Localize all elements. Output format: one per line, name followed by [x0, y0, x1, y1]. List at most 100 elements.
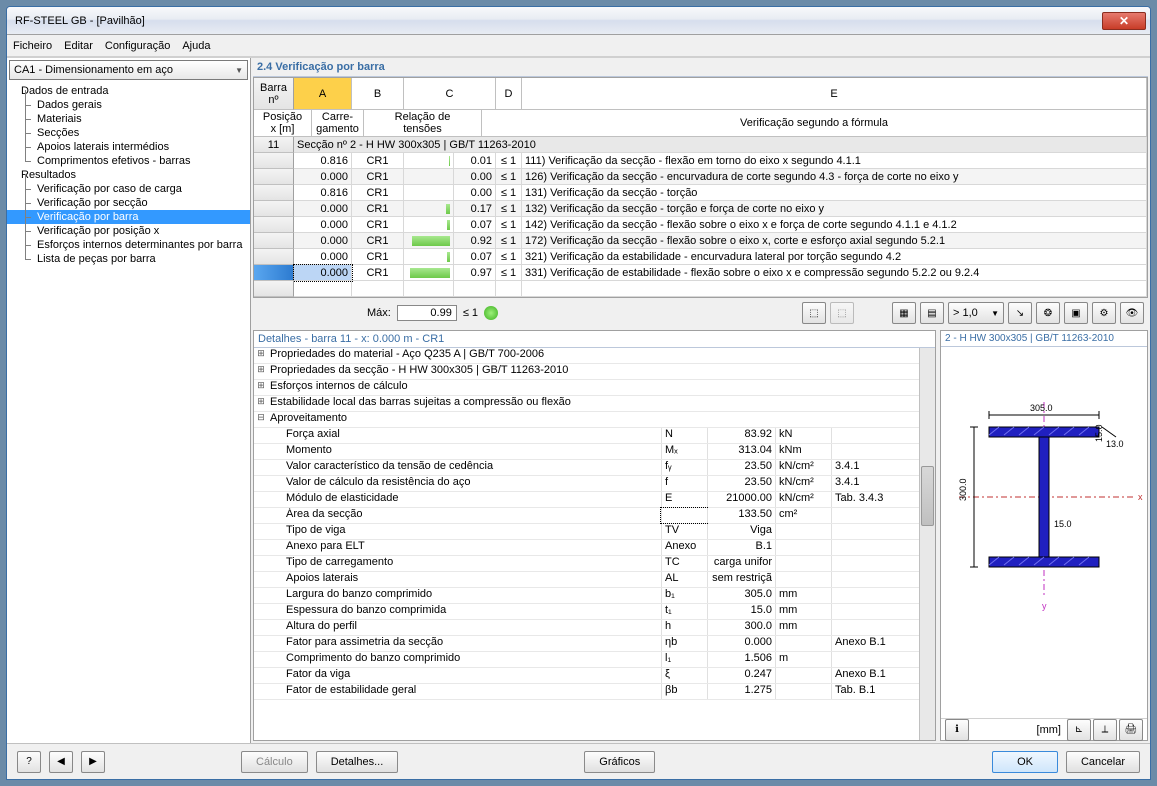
- tree-verif-posicao[interactable]: Verificação por posição x: [7, 224, 250, 238]
- col-e[interactable]: E: [522, 78, 1147, 110]
- grid-letters: Barranº A B C D E: [254, 78, 1147, 110]
- col-b[interactable]: B: [352, 78, 404, 110]
- details-row[interactable]: Área da secção133.50cm²: [254, 508, 919, 524]
- table-row[interactable]: 0.000CR10.07≤ 1321) Verificação da estab…: [254, 249, 1147, 265]
- next-icon[interactable]: ▶: [81, 751, 105, 773]
- details-row[interactable]: Valor de cálculo da resistência do açof2…: [254, 476, 919, 492]
- details-row[interactable]: Espessura do banzo comprimidat₁15.0mm: [254, 604, 919, 620]
- details-row[interactable]: Altura do perfilh300.0mm: [254, 620, 919, 636]
- tree-comprimentos[interactable]: Comprimentos efetivos - barras: [7, 154, 250, 168]
- details-row[interactable]: Fator para assimetria da secçãoηb0.000An…: [254, 636, 919, 652]
- ok-button[interactable]: OK: [992, 751, 1058, 773]
- table-row[interactable]: 0.816CR10.01≤ 1111) Verificação da secçã…: [254, 153, 1147, 169]
- toolbar-btn-1[interactable]: ⬚: [802, 302, 826, 324]
- preview-canvas: x y: [941, 347, 1147, 718]
- details-row[interactable]: Força axialN83.92kN: [254, 428, 919, 444]
- table-row[interactable]: 0.816CR10.00≤ 1131) Verificação da secçã…: [254, 185, 1147, 201]
- hdr-posicao: Posiçãox [m]: [254, 110, 312, 137]
- menu-ficheiro[interactable]: Ficheiro: [13, 40, 52, 52]
- details-row[interactable]: MomentoMₓ313.04kNm: [254, 444, 919, 460]
- section-num: 11: [254, 137, 294, 153]
- graphics-button[interactable]: Gráficos: [584, 751, 655, 773]
- details-row[interactable]: Anexo para ELTAnexoB.1: [254, 540, 919, 556]
- col-d[interactable]: D: [496, 78, 522, 110]
- menu-ajuda[interactable]: Ajuda: [182, 40, 210, 52]
- details-row[interactable]: Fator de estabilidade geralβb1.275Tab. B…: [254, 684, 919, 700]
- toolbar-btn-9[interactable]: 👁: [1120, 302, 1144, 324]
- section-title: 2.4 Verificação por barra: [253, 58, 1148, 77]
- tree-esforcos[interactable]: Esforços internos determinantes por barr…: [7, 238, 250, 252]
- table-row[interactable]: 0.000CR10.97≤ 1331) Verificação de estab…: [254, 265, 1147, 281]
- details-row[interactable]: Tipo de carregamentoTCcarga unifor: [254, 556, 919, 572]
- tree-materiais[interactable]: Materiais: [7, 112, 250, 126]
- details-group[interactable]: ⊞Esforços internos de cálculo: [254, 380, 919, 396]
- toolbar-btn-4[interactable]: ▤: [920, 302, 944, 324]
- unit-label: [mm]: [971, 724, 1065, 736]
- details-row[interactable]: Módulo de elasticidadeE21000.00kN/cm²Tab…: [254, 492, 919, 508]
- details-button[interactable]: Detalhes...: [316, 751, 399, 773]
- details-group[interactable]: ⊞Estabilidade local das barras sujeitas …: [254, 396, 919, 412]
- results-grid: Barranº A B C D E Posiçãox [m] Carre-gam…: [253, 77, 1148, 298]
- cancel-button[interactable]: Cancelar: [1066, 751, 1140, 773]
- tree-lista-pecas[interactable]: Lista de peças por barra: [7, 252, 250, 266]
- col-a[interactable]: A: [294, 78, 352, 110]
- section-preview: 2 - H HW 300x305 | GB/T 11263-2010 x y: [940, 330, 1148, 741]
- toolbar-btn-7[interactable]: ▣: [1064, 302, 1088, 324]
- tree-apoios[interactable]: Apoios laterais intermédios: [7, 140, 250, 154]
- window-controls: ✕: [1102, 12, 1146, 30]
- details-row[interactable]: Comprimento do banzo comprimidol₁1.506m: [254, 652, 919, 668]
- details-row[interactable]: Largura do banzo comprimidob₁305.0mm: [254, 588, 919, 604]
- preview-footer: ℹ [mm] ⊾ ⟂ 🖨: [941, 718, 1147, 740]
- details-panel: Detalhes - barra 11 - x: 0.000 m - CR1 ⊞…: [253, 330, 936, 741]
- tree-resultados[interactable]: Resultados: [7, 168, 250, 182]
- hdr-relacao: Relação detensões: [364, 110, 482, 137]
- toolbar-btn-3[interactable]: ▦: [892, 302, 916, 324]
- details-row[interactable]: Fator da vigaξ0.247Anexo B.1: [254, 668, 919, 684]
- tree-dados-entrada[interactable]: Dados de entrada: [7, 84, 250, 98]
- menu-editar[interactable]: Editar: [64, 40, 93, 52]
- tree-verif-seccao[interactable]: Verificação por secção: [7, 196, 250, 210]
- tree-dados-gerais[interactable]: Dados gerais: [7, 98, 250, 112]
- details-group[interactable]: ⊞Propriedades do material - Aço Q235 A |…: [254, 348, 919, 364]
- details-row[interactable]: Tipo de vigaTVViga: [254, 524, 919, 540]
- grid-section-row[interactable]: 11 Secção nº 2 - H HW 300x305 | GB/T 112…: [254, 137, 1147, 153]
- menu-config[interactable]: Configuração: [105, 40, 170, 52]
- grid-headers: Posiçãox [m] Carre-gamento Relação deten…: [254, 110, 1147, 137]
- table-row[interactable]: 0.000CR10.17≤ 1132) Verificação da secçã…: [254, 201, 1147, 217]
- dim-icon[interactable]: ⟂: [1093, 719, 1117, 741]
- toolbar-btn-6[interactable]: ❂: [1036, 302, 1060, 324]
- close-icon[interactable]: ✕: [1102, 12, 1146, 30]
- details-scrollbar[interactable]: [919, 348, 935, 740]
- table-row[interactable]: 0.000CR10.07≤ 1142) Verificação da secçã…: [254, 217, 1147, 233]
- svg-text:15.0: 15.0: [1054, 519, 1072, 529]
- section-svg: x y: [941, 347, 1147, 637]
- toolbar-btn-8[interactable]: ⚙: [1092, 302, 1116, 324]
- toolbar-btn-5[interactable]: ↘: [1008, 302, 1032, 324]
- details-row[interactable]: Apoios lateraisALsem restriçã: [254, 572, 919, 588]
- tree-verif-carga[interactable]: Verificação por caso de carga: [7, 182, 250, 196]
- tree-verif-barra[interactable]: Verificação por barra: [7, 210, 250, 224]
- tree-seccoes[interactable]: Secções: [7, 126, 250, 140]
- details-group[interactable]: ⊟Aproveitamento: [254, 412, 919, 428]
- print-icon[interactable]: 🖨: [1119, 719, 1143, 741]
- info-icon[interactable]: ℹ: [945, 719, 969, 741]
- table-row[interactable]: 0.000CR10.92≤ 1172) Verificação da secçã…: [254, 233, 1147, 249]
- col-c[interactable]: C: [404, 78, 496, 110]
- max-le: ≤ 1: [463, 307, 478, 319]
- max-value: 0.99: [397, 305, 457, 321]
- case-combo[interactable]: CA1 - Dimensionamento em aço: [9, 60, 248, 80]
- help-icon[interactable]: ?: [17, 751, 41, 773]
- details-row[interactable]: Valor característico da tensão de cedênc…: [254, 460, 919, 476]
- toolbar-btn-2[interactable]: ⬚: [830, 302, 854, 324]
- calc-button[interactable]: Cálculo: [241, 751, 308, 773]
- details-title: Detalhes - barra 11 - x: 0.000 m - CR1: [254, 331, 935, 348]
- axis-icon[interactable]: ⊾: [1067, 719, 1091, 741]
- svg-text:305.0: 305.0: [1030, 403, 1053, 413]
- details-group[interactable]: ⊞Propriedades da secção - H HW 300x305 |…: [254, 364, 919, 380]
- ratio-filter[interactable]: > 1,0▼: [948, 302, 1004, 324]
- window-title: RF-STEEL GB - [Pavilhão]: [15, 15, 145, 27]
- table-row[interactable]: 0.000CR10.00≤ 1126) Verificação da secçã…: [254, 169, 1147, 185]
- prev-icon[interactable]: ◀: [49, 751, 73, 773]
- max-label: Máx:: [367, 307, 391, 319]
- preview-title: 2 - H HW 300x305 | GB/T 11263-2010: [941, 331, 1147, 347]
